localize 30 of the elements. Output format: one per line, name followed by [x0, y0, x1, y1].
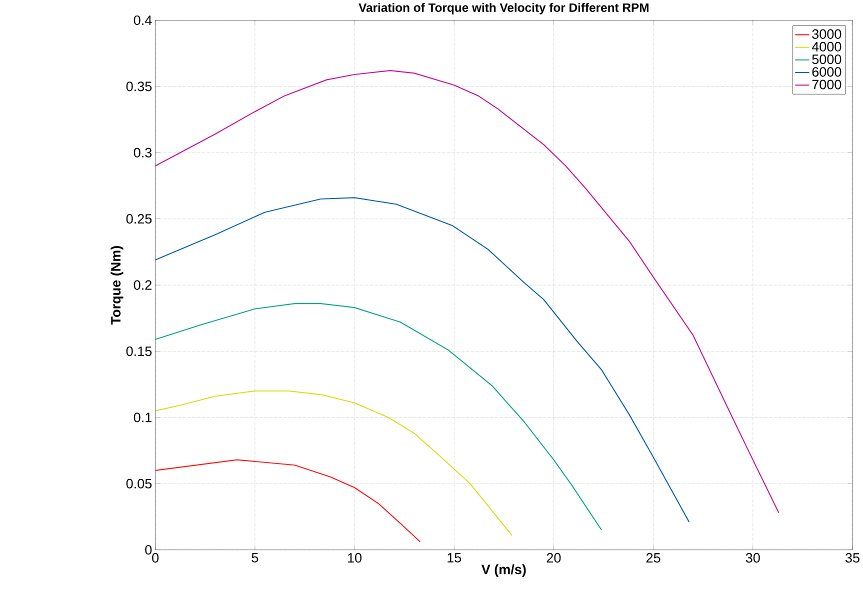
y-tick-label: 0.1 — [134, 412, 152, 422]
y-axis-title: Torque (Nm) — [110, 246, 124, 325]
legend-label: 4000 — [812, 42, 842, 52]
x-tick-label: 20 — [546, 553, 561, 563]
x-tick-label: 30 — [746, 553, 760, 563]
x-tick-label: 25 — [646, 553, 660, 563]
line-series — [155, 459, 421, 543]
y-tick-label: 0.05 — [126, 478, 152, 489]
x-tick-label: 5 — [252, 553, 258, 563]
x-tick-label: 0 — [152, 553, 159, 563]
x-tick-label: 15 — [448, 553, 462, 563]
legend-label: 5000 — [812, 54, 842, 64]
legend-label: 7000 — [812, 80, 842, 90]
line-series — [155, 303, 602, 531]
legend-label: 3000 — [812, 29, 842, 40]
line-series — [155, 390, 512, 536]
x-axis-title: V (m/s) — [481, 564, 526, 578]
line-series — [155, 197, 690, 523]
y-tick-label: 0 — [145, 545, 152, 555]
line-series — [155, 70, 780, 514]
x-tick-label: 35 — [845, 553, 860, 563]
y-tick-label: 0.35 — [126, 82, 152, 92]
y-tick-label: 0.15 — [126, 346, 152, 356]
y-tick-label: 0.4 — [134, 16, 152, 26]
y-tick-label: 0.25 — [126, 214, 152, 224]
y-tick-label: 0.3 — [134, 148, 152, 158]
chart-title: Variation of Torque with Velocity for Different RPM — [358, 3, 648, 14]
legend-label: 6000 — [812, 67, 842, 77]
y-tick-label: 0.2 — [134, 280, 152, 290]
x-tick-label: 10 — [348, 553, 362, 563]
